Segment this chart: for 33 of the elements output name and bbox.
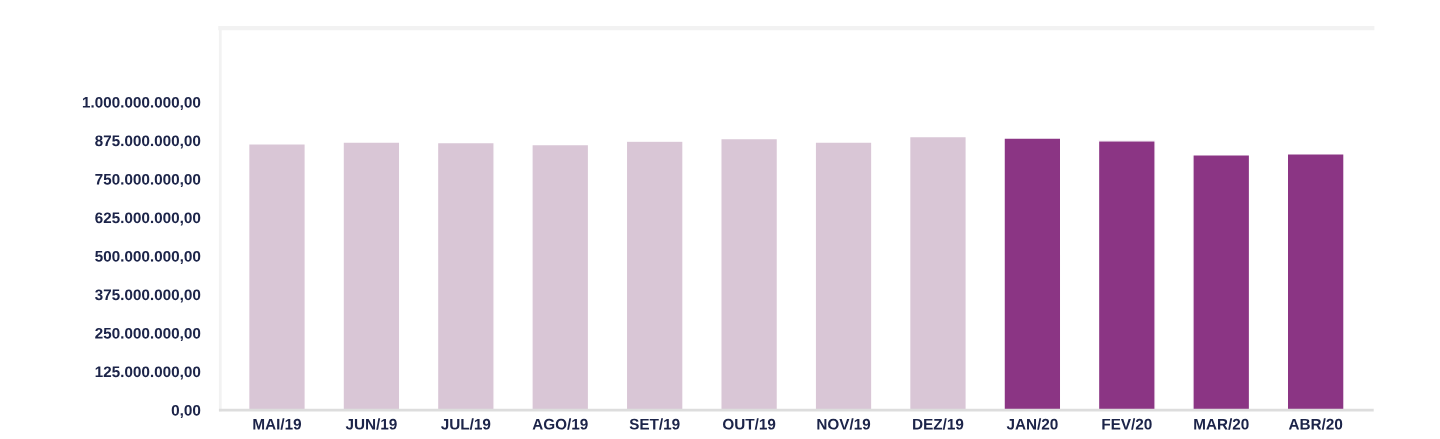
bar: [720, 137, 779, 411]
bar: [1097, 140, 1156, 411]
y-tick-label: 875.000.000,00: [95, 135, 201, 149]
y-tick-label: 125.000.000,00: [95, 366, 201, 380]
x-tick-label: DEZ/19: [913, 418, 964, 430]
x-tick-label: MAI/19: [253, 418, 302, 430]
x-tick-label: ABR/20: [1288, 418, 1343, 430]
x-tick-label: SET/19: [629, 418, 680, 430]
bar: [342, 141, 401, 411]
y-tick-label: 625.000.000,00: [95, 212, 201, 226]
x-tick-label: FEV/20: [1102, 418, 1152, 430]
y-tick-label: 0,00: [171, 404, 201, 418]
x-tick-label: JUN/19: [345, 418, 397, 430]
y-tick-label: 375.000.000,00: [95, 289, 201, 303]
x-tick-label: NOV/19: [817, 418, 871, 430]
bar: [625, 140, 684, 411]
y-tick-label: 750.000.000,00: [95, 173, 201, 187]
y-tick-label: 1.000.000.000,00: [82, 96, 201, 110]
y-tick-label: 500.000.000,00: [95, 250, 201, 264]
bar: [531, 143, 590, 411]
bar: [1192, 153, 1251, 411]
bar: [814, 141, 873, 411]
x-tick-label: JUL/19: [441, 418, 491, 430]
bar: [436, 141, 495, 411]
bar: [1286, 153, 1345, 411]
y-tick-label: 250.000.000,00: [95, 327, 201, 341]
x-tick-label: AGO/19: [532, 418, 588, 430]
x-tick-label: MAR/20: [1194, 418, 1249, 430]
bar: [247, 143, 306, 411]
x-tick-label: JAN/20: [1006, 418, 1058, 430]
x-tick-label: OUT/19: [722, 418, 776, 430]
bar: [1003, 137, 1062, 411]
bar: [908, 135, 967, 411]
